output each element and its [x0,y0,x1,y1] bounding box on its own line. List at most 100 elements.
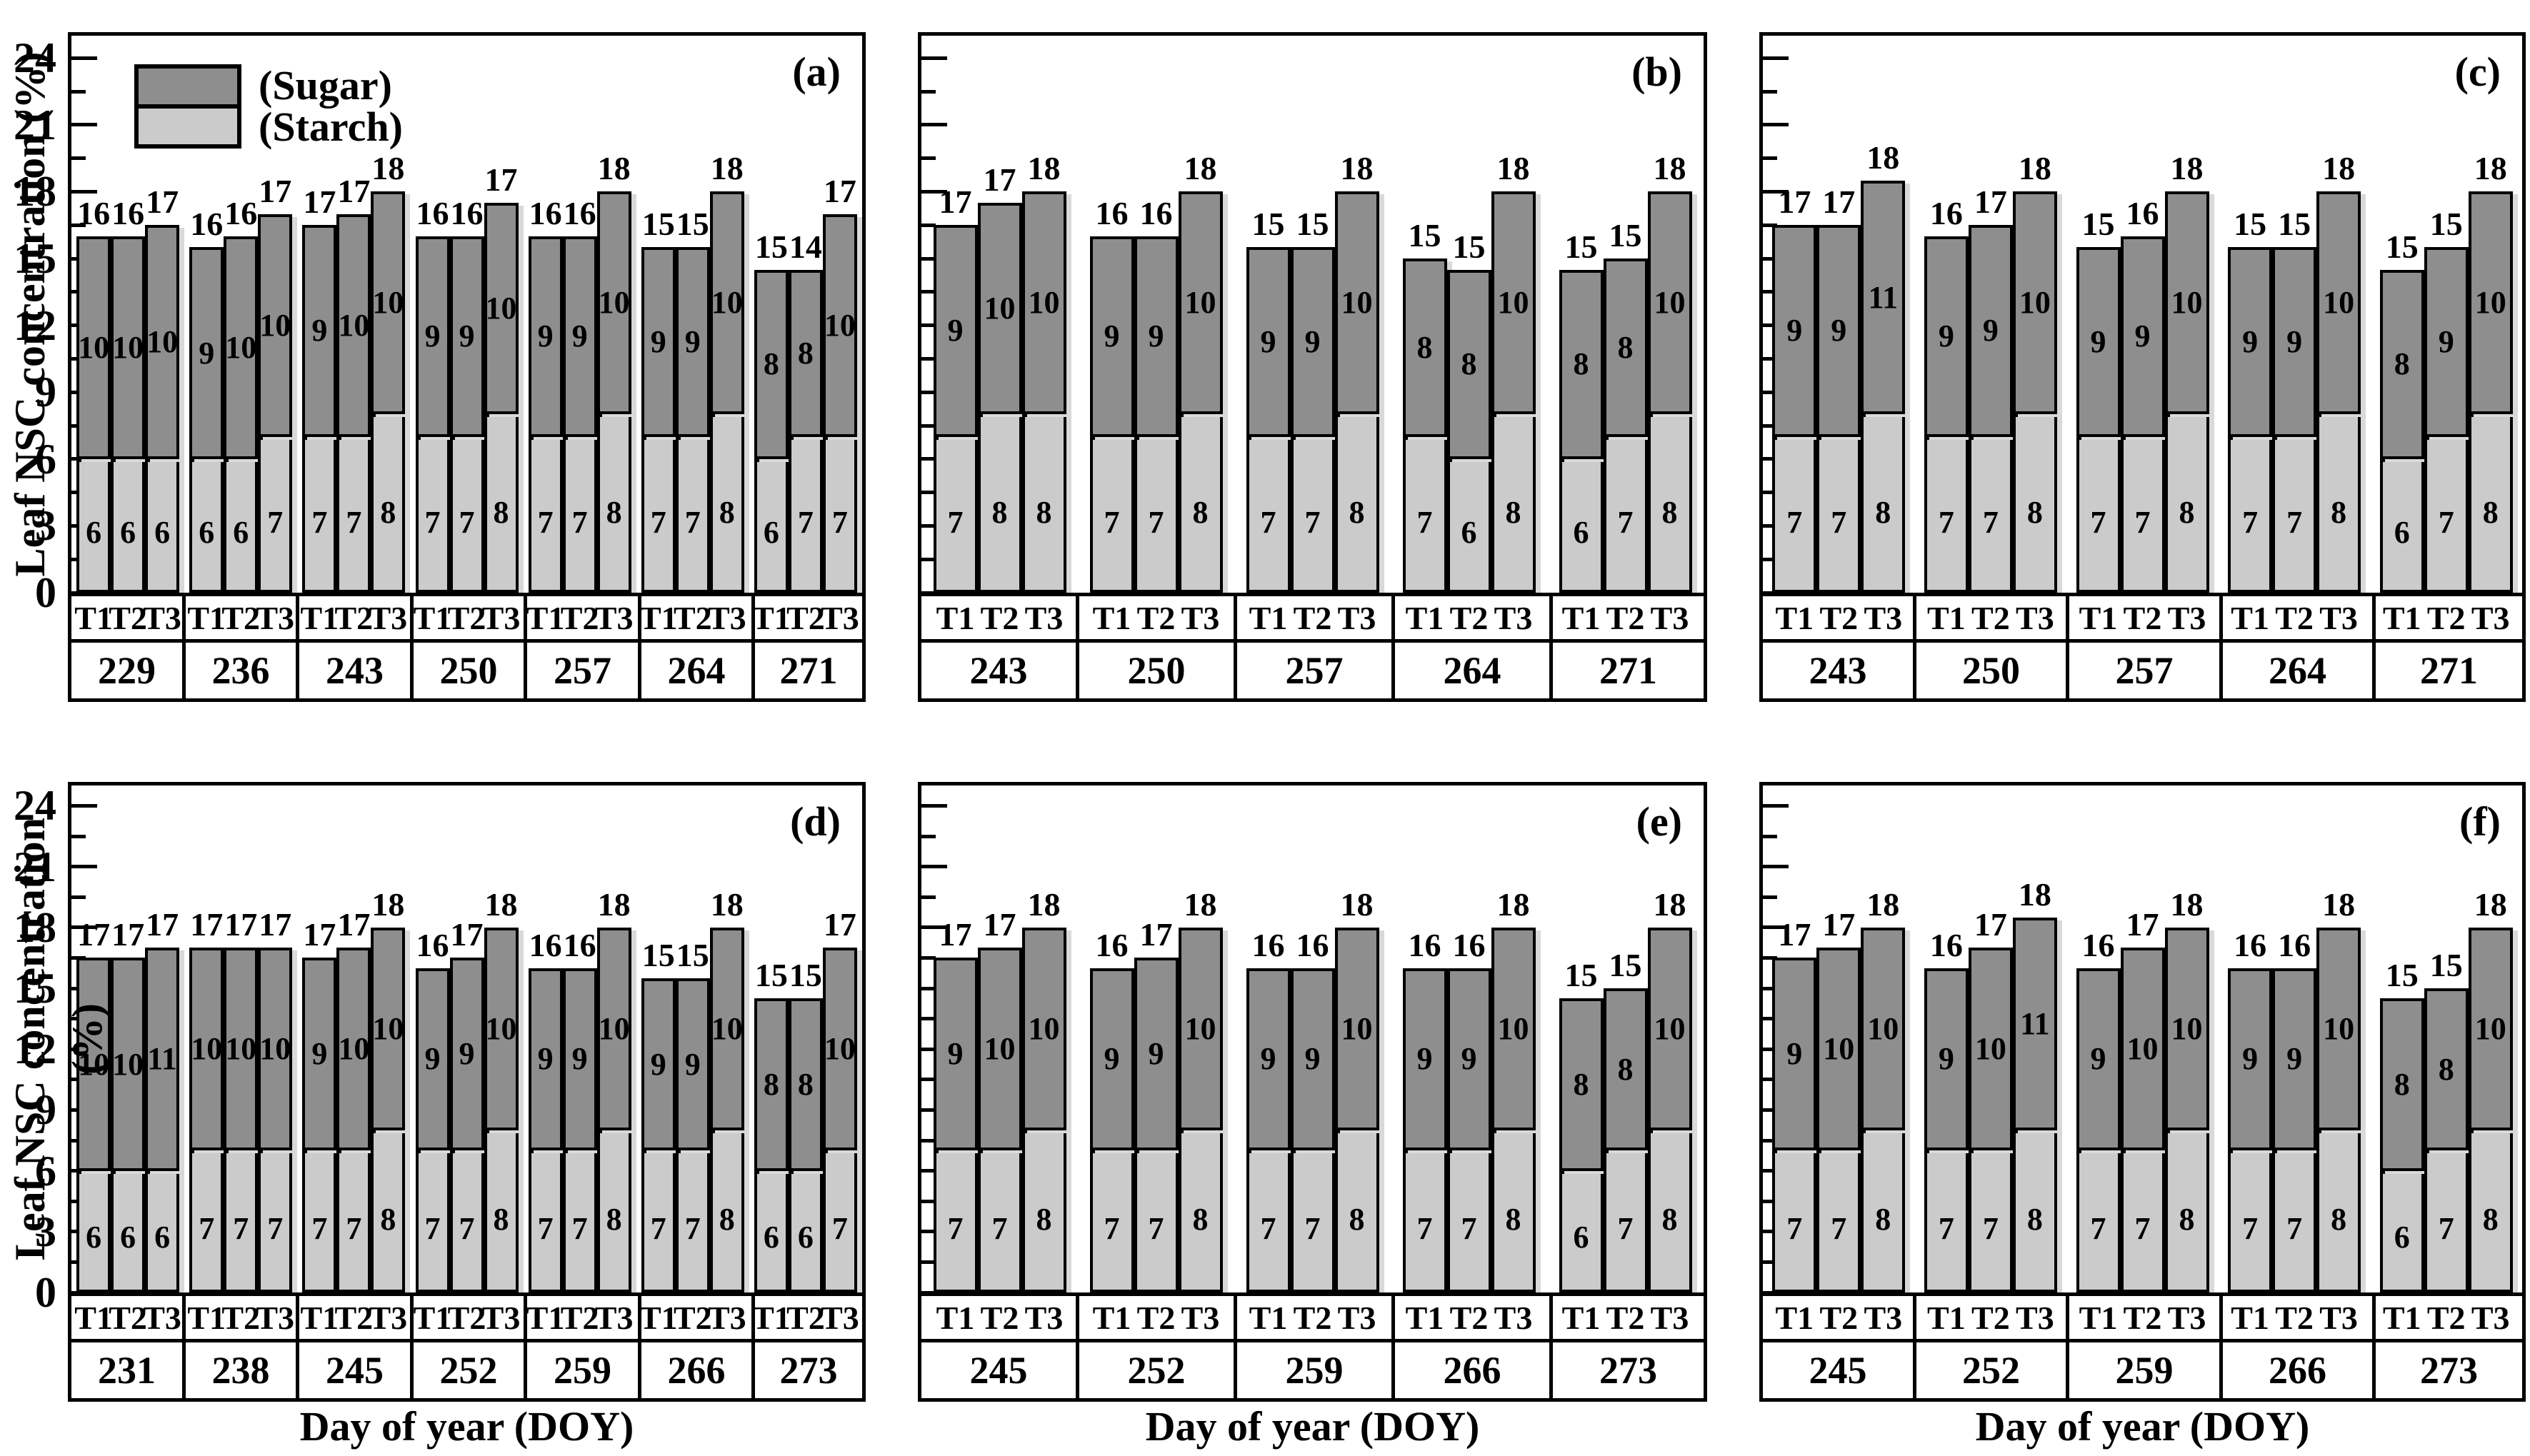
y-axis-tick-label: 0 [35,569,56,616]
treatment-label: T2 [673,600,712,636]
bar-d-238-T1-starch-value-label: 7 [199,1210,215,1246]
bar-c-264-T3-sugar-segment [2316,191,2361,415]
y-axis-tick-label: 24 [14,34,56,82]
treatment-label: T3 [256,600,295,636]
bar-e-245-T3-sugar-value-label: 10 [1028,1010,1060,1046]
bar-d-252-T3-starch-segment [484,1130,519,1292]
doy-label-cell [1549,639,1707,702]
treatment-label: T3 [2471,1300,2510,1336]
bar-f-266-T3-sugar-segment [2316,927,2361,1130]
bar-c-250-T2-starch-segment [1968,436,2013,593]
bar-e-273-T3-starch-value-label: 8 [1661,1201,1678,1237]
x-axis-title: Day of year (DOY) [1145,1403,1480,1450]
y-axis-tick-label: 21 [14,843,56,890]
bar-a-271-T3-sugar-value-label: 10 [824,307,856,343]
bar-a-257-T2-starch-segment [562,436,597,593]
doy-label: 257 [2115,649,2174,692]
bar-e-245-T1-starch-segment [933,1150,978,1292]
bar-e-252-T2-starch-value-label: 7 [1148,1210,1164,1246]
bar-a-257-T1-sugar-value-label: 9 [537,318,554,354]
bar-d-266-T2-total-label: 15 [676,936,709,973]
treatment-label: T1 [752,600,791,636]
bar-b-264-T3-starch-value-label: 8 [1505,494,1521,530]
bar-a-236-T3-total-label: 17 [259,172,292,209]
y-axis-minor-tick [921,423,936,428]
y-axis-minor-tick [71,156,86,161]
doy-label-cell [2372,639,2526,702]
bar-f-266-T3-sugar-value-label: 10 [2323,1010,2355,1046]
doy-label: 264 [1443,649,1501,692]
bar-b-271-T2-sugar-segment [1603,258,1648,437]
y-axis-tick-label: 15 [14,965,56,1012]
doy-label: 243 [1809,649,1867,692]
bar-b-264-T3-starch-segment [1491,414,1536,593]
doy-label-cell [638,1339,755,1402]
y-axis-minor-tick [921,1138,936,1143]
bar-e-252-T3-starch-value-label: 8 [1192,1201,1209,1237]
bar-a-236-T2-sugar-segment [224,236,259,459]
bar-b-243-T1-total-label: 17 [939,184,972,221]
bar-c-271-T1-sugar-value-label: 8 [2394,346,2410,382]
bar-c-243-T3-sugar-segment [1861,180,1906,415]
bar-a-236-T2-starch-value-label: 6 [233,514,249,550]
bar-a-250-T1-starch-value-label: 7 [424,504,441,540]
bar-c-243-T3-sugar-value-label: 11 [1868,279,1899,315]
panel-letter-c: (c) [2454,49,2501,95]
panel-letter-f: (f) [2459,798,2501,845]
bar-a-271-T3-starch-segment [822,436,857,593]
bar-d-259-T2-sugar-segment [562,968,597,1151]
bar-d-259-T2-starch-value-label: 7 [571,1210,588,1246]
treatment-label: T3 [821,600,859,636]
bar-e-252-T1-total-label: 16 [1095,926,1129,963]
bar-a-271-T1-starch-value-label: 6 [763,514,779,550]
treatment-label: T1 [2079,1300,2118,1336]
doy-label: 238 [211,1349,270,1392]
bar-d-266-T1-total-label: 15 [641,936,675,973]
treatment-label: T1 [74,600,113,636]
bar-a-229-T3-sugar-segment [145,225,180,459]
treatment-label: T3 [2016,1300,2054,1336]
bar-c-243-T3-total-label: 18 [1866,139,1900,176]
treatment-label: T1 [2231,600,2269,636]
bar-a-250-T3-sugar-value-label: 10 [485,291,517,326]
bar-d-266-T3-total-label: 18 [710,885,744,923]
bar-f-245-T2-starch-value-label: 7 [1831,1210,1847,1246]
bar-b-264-T1-starch-value-label: 7 [1416,504,1433,540]
treatment-label: T1 [1927,1300,1966,1336]
bar-e-259-T1-starch-value-label: 7 [1260,1210,1276,1246]
treatment-label: T3 [256,1300,295,1336]
bar-a-250-T2-sugar-value-label: 9 [459,318,475,354]
bar-d-259-T2-starch-segment [562,1150,597,1292]
bar-c-243-T2-starch-segment [1816,436,1861,593]
bar-f-245-T2-sugar-value-label: 10 [1823,1031,1855,1067]
bar-d-231-T2-starch-segment [111,1170,146,1292]
bar-f-266-T2-sugar-segment [2272,968,2317,1151]
doy-label: 266 [2269,1349,2326,1392]
y-axis-major-tick [921,56,947,60]
bar-d-238-T2-sugar-segment [224,948,259,1151]
bar-a-236-T2-sugar-value-label: 10 [225,329,257,365]
treatment-label-cell [1913,1292,2069,1342]
y-axis-minor-tick [1763,895,1777,899]
bar-f-245-T3-starch-segment [1861,1130,1906,1292]
bar-a-229-T3-sugar-value-label: 10 [146,324,179,359]
bar-d-231-T3-starch-value-label: 6 [154,1220,171,1255]
panel-d-plot-frame: (d) 17 10 6 17 10 6 17 11 6 17 10 7 17 10 7 17 10 7 17 9 7 17 1… [68,782,866,1296]
treatment-label: T1 [1249,600,1288,636]
bar-e-273-T2-sugar-value-label: 8 [1617,1051,1634,1087]
bar-f-266-T2-total-label: 16 [2278,926,2311,963]
doy-label-cell [1234,639,1395,702]
bar-c-271-T2-total-label: 15 [2429,206,2463,243]
bar-f-252-T1-sugar-segment [1924,968,1969,1151]
bar-b-257-T2-sugar-value-label: 9 [1304,324,1321,359]
treatment-label: T1 [639,600,678,636]
bar-d-231-T2-starch-value-label: 6 [120,1220,136,1255]
bar-a-229-T3-starch-value-label: 6 [154,514,171,550]
bar-b-257-T2-total-label: 15 [1296,206,1329,243]
bar-a-236-T3-starch-segment [258,436,293,593]
bar-e-266-T1-sugar-segment [1402,968,1447,1151]
bar-d-231-T2-total-label: 17 [111,916,145,953]
bar-e-259-T3-starch-segment [1334,1130,1379,1292]
y-axis-major-tick [1763,123,1789,127]
bar-a-243-T1-total-label: 17 [303,184,336,221]
